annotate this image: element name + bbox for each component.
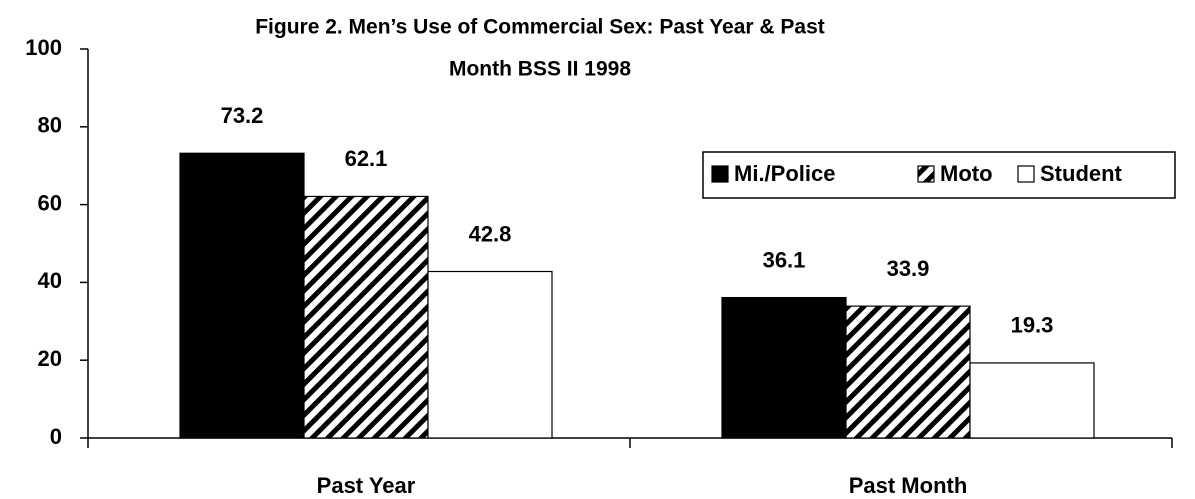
legend-label: Student bbox=[1040, 161, 1123, 186]
x-tick-label: Past Year bbox=[317, 473, 416, 498]
bar bbox=[303, 195, 429, 439]
legend-label: Moto bbox=[940, 161, 993, 186]
y-tick-label: 60 bbox=[38, 190, 62, 215]
legend-label: Mi./Police bbox=[734, 161, 835, 186]
x-tick-label: Past Month bbox=[849, 473, 968, 498]
y-tick-label: 20 bbox=[38, 346, 62, 371]
bar bbox=[969, 362, 1095, 439]
bar bbox=[179, 152, 305, 439]
y-tick-label: 40 bbox=[38, 268, 62, 293]
value-label: 42.8 bbox=[469, 221, 512, 246]
y-tick-label: 100 bbox=[25, 35, 62, 60]
bar bbox=[845, 305, 971, 439]
legend-box bbox=[702, 151, 1176, 199]
y-tick-label: 80 bbox=[38, 113, 62, 138]
value-label: 36.1 bbox=[763, 247, 806, 272]
legend-swatch bbox=[1017, 165, 1035, 183]
value-label: 73.2 bbox=[221, 103, 264, 128]
value-label: 62.1 bbox=[345, 146, 388, 171]
value-label: 33.9 bbox=[887, 256, 930, 281]
legend-swatch bbox=[711, 165, 729, 183]
bar bbox=[721, 296, 847, 439]
chart-title: Month BSS II 1998 bbox=[449, 58, 631, 81]
y-tick-label: 0 bbox=[50, 424, 62, 449]
bar bbox=[427, 270, 553, 439]
legend-swatch bbox=[917, 165, 935, 183]
chart-title: Figure 2. Men’s Use of Commercial Sex: P… bbox=[255, 16, 825, 39]
value-label: 19.3 bbox=[1011, 313, 1054, 338]
